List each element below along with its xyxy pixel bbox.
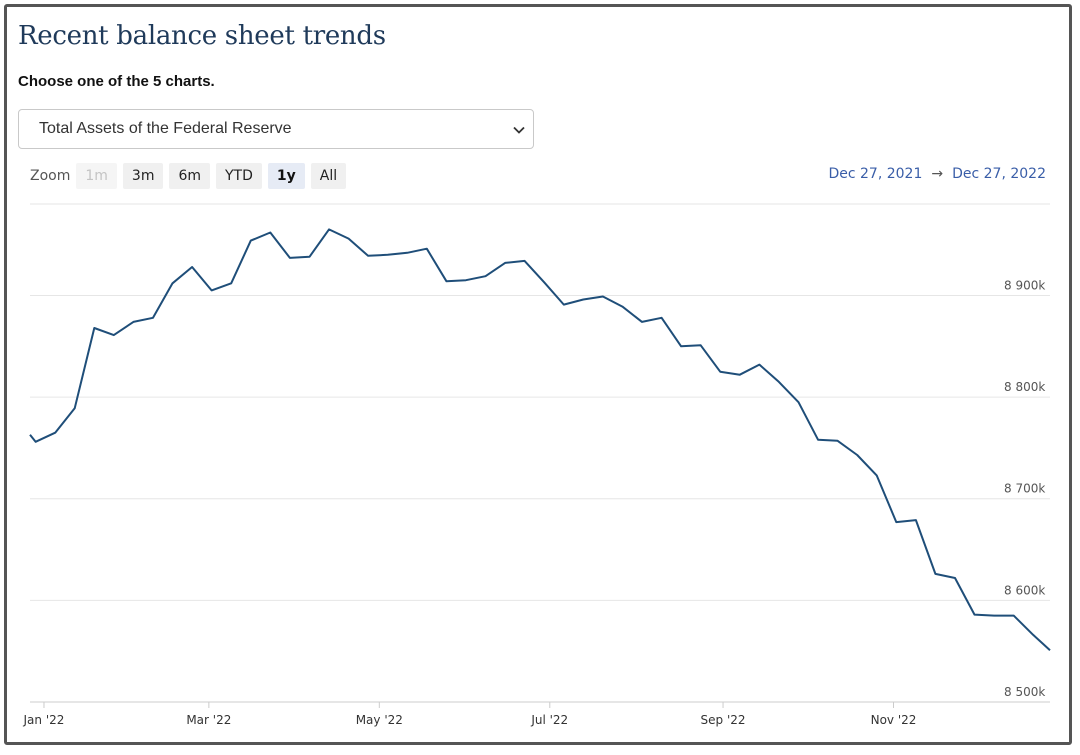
x-tick-label: May '22 xyxy=(356,713,403,727)
chart-prompt: Choose one of the 5 charts. xyxy=(18,73,215,90)
chart-selector[interactable]: Total Assets of the Federal Reserve xyxy=(18,109,534,149)
range-end-date[interactable]: Dec 27, 2022 xyxy=(952,166,1046,182)
y-tick-label: 8 500k xyxy=(1004,685,1045,699)
zoom-button-6m[interactable]: 6m xyxy=(169,163,210,189)
zoom-button-1y[interactable]: 1y xyxy=(267,163,305,189)
range-arrow-icon: → xyxy=(931,166,944,182)
x-tick-label: Jul '22 xyxy=(530,713,568,727)
zoom-button-ytd[interactable]: YTD xyxy=(216,163,262,189)
y-tick-label: 8 700k xyxy=(1004,482,1045,496)
series-line xyxy=(29,228,1051,651)
y-tick-label: 8 800k xyxy=(1004,380,1045,394)
zoom-button-3m[interactable]: 3m xyxy=(122,163,164,189)
x-tick-label: Jan '22 xyxy=(23,713,65,727)
y-tick-label: 8 600k xyxy=(1004,583,1045,597)
chart-selector-value: Total Assets of the Federal Reserve xyxy=(39,120,292,137)
y-tick-label: 8 900k xyxy=(1004,278,1045,292)
zoom-label: Zoom xyxy=(30,168,71,184)
x-tick-label: Nov '22 xyxy=(871,713,917,727)
zoom-button-1m[interactable]: 1m xyxy=(76,163,117,189)
zoom-controls: Zoom 1m 3m 6m YTD 1y All xyxy=(30,162,352,190)
date-range: Dec 27, 2021 → Dec 27, 2022 xyxy=(828,166,1046,182)
chevron-down-icon xyxy=(513,126,525,134)
x-tick-label: Mar '22 xyxy=(186,713,231,727)
page-title: Recent balance sheet trends xyxy=(18,21,386,51)
x-tick-label: Sep '22 xyxy=(701,713,746,727)
zoom-button-all[interactable]: All xyxy=(310,163,347,189)
range-start-date[interactable]: Dec 27, 2021 xyxy=(828,166,923,182)
